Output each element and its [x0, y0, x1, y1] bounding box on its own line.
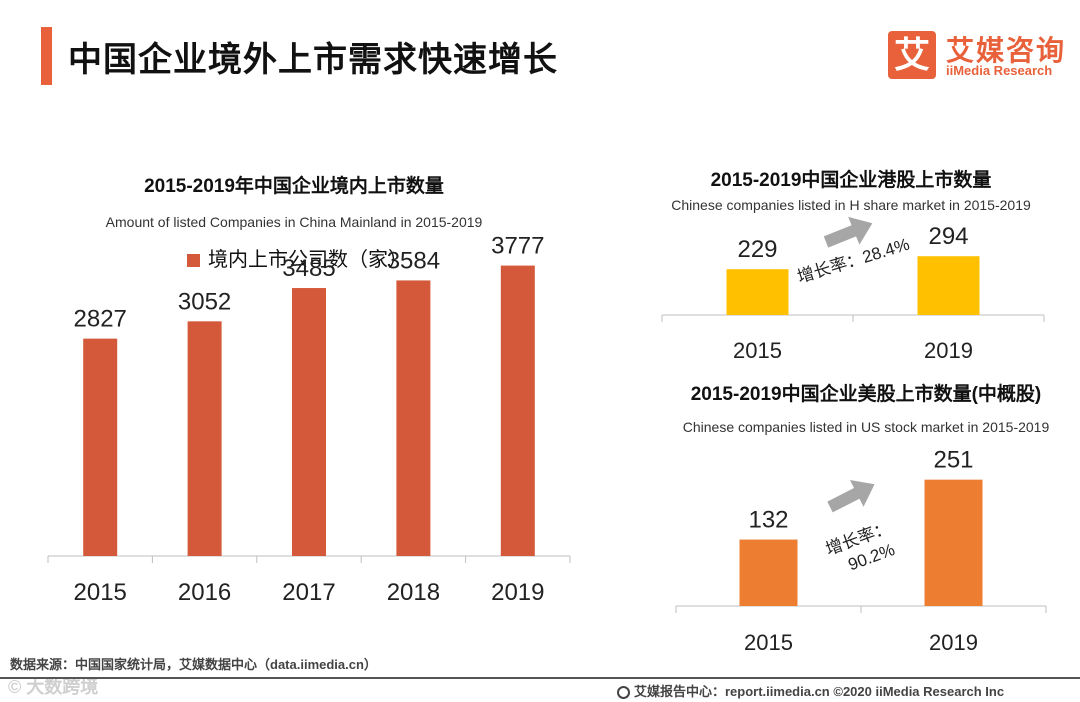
growth-rate-note: 增长率：28.4%: [795, 235, 912, 287]
data-label: 3052: [178, 288, 231, 315]
bar: [500, 265, 535, 556]
watermark: © 大数跨境: [8, 677, 99, 697]
x-tick-label: 2015: [74, 579, 127, 606]
title-accent-bar: [41, 27, 52, 85]
x-tick-label: 2019: [924, 338, 973, 363]
logo-text-en: iiMedia Research: [946, 63, 1053, 78]
chart-title: 2015-2019中国企业港股上市数量: [711, 168, 992, 191]
x-tick-label: 2019: [491, 579, 544, 606]
data-source: 数据来源：中国国家统计局，艾媒数据中心（data.iimedia.cn）: [10, 657, 377, 672]
data-label: 3777: [491, 233, 544, 260]
bar: [292, 288, 326, 556]
page-title: 中国企业境外上市需求快速增长: [68, 41, 558, 79]
brand-logo: 艾 艾媒咨询 iiMedia Research: [888, 27, 1068, 83]
footer-credit-text: 艾媒报告中心：report.iimedia.cn ©2020 iiMedia R…: [634, 684, 1005, 699]
chart-subtitle: Chinese companies listed in H share mark…: [671, 197, 1031, 213]
chart-subtitle: Chinese companies listed in US stock mar…: [683, 419, 1050, 435]
data-label: 3485: [282, 255, 335, 282]
data-label: 132: [748, 507, 788, 534]
bar: [726, 269, 789, 315]
footer-credit: 艾媒报告中心：report.iimedia.cn ©2020 iiMedia R…: [617, 681, 1004, 700]
x-tick-label: 2017: [282, 579, 335, 606]
growth-arrow-icon: [827, 480, 875, 513]
chart-title: 2015-2019年中国企业境内上市数量: [144, 174, 444, 197]
x-tick-label: 2015: [744, 630, 793, 655]
bar: [917, 256, 980, 315]
bar: [924, 479, 983, 606]
data-label: 3584: [387, 247, 440, 274]
bar: [187, 321, 222, 556]
globe-icon: [617, 686, 630, 699]
data-label: 2827: [74, 306, 127, 333]
footer-divider: [0, 677, 1080, 679]
data-label: 251: [933, 447, 973, 474]
x-tick-label: 2019: [929, 630, 978, 655]
x-tick-label: 2016: [178, 579, 231, 606]
logo-mark: 艾: [888, 31, 936, 79]
x-tick-label: 2018: [387, 579, 440, 606]
growth-arrow-icon: [823, 216, 873, 248]
bar: [739, 539, 798, 606]
data-label: 229: [737, 236, 777, 263]
bar: [83, 338, 118, 556]
x-tick-label: 2015: [733, 338, 782, 363]
bar: [396, 280, 431, 556]
logo-text-cn: 艾媒咨询: [946, 35, 1067, 66]
chart-title: 2015-2019中国企业美股上市数量(中概股): [691, 382, 1042, 405]
legend-label: 境内上市公司数（家）: [208, 248, 408, 271]
legend-swatch: [187, 254, 200, 267]
chart-subtitle: Amount of listed Companies in China Main…: [106, 214, 483, 230]
data-label: 294: [928, 223, 968, 250]
